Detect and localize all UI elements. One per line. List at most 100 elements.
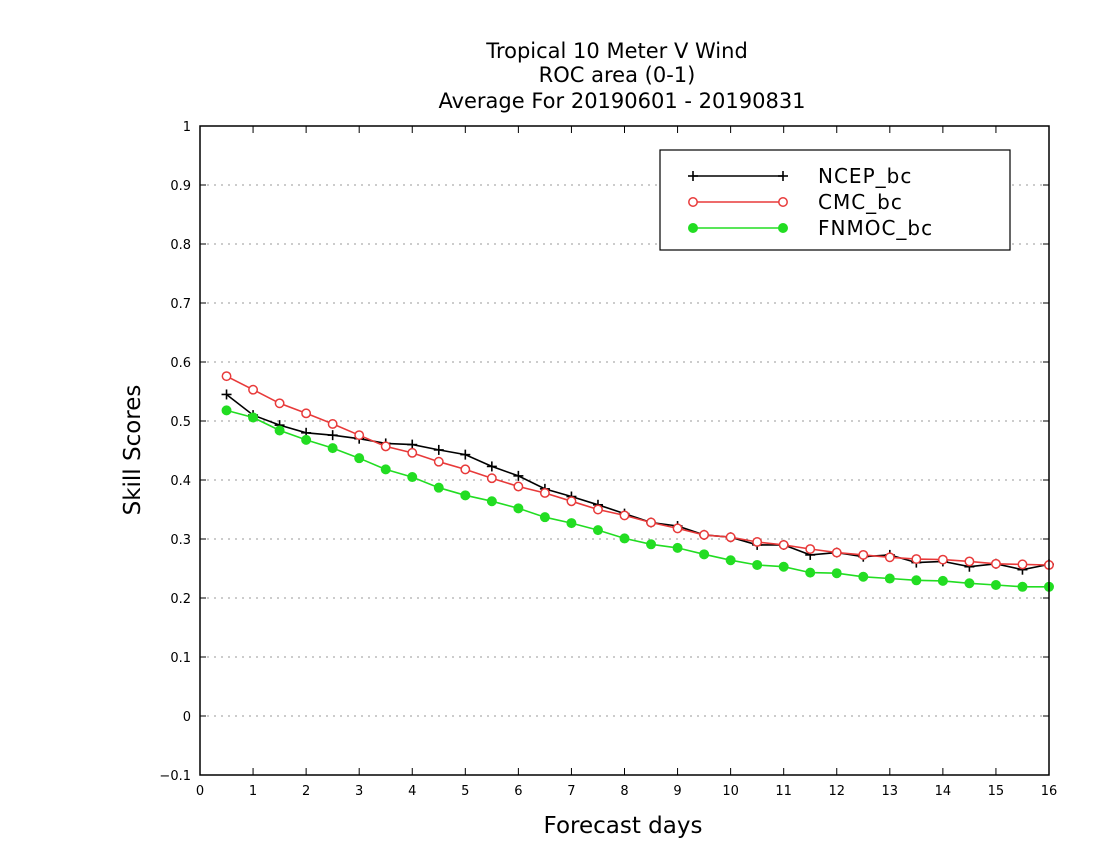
data-point-fnmoc-bc <box>805 567 816 578</box>
data-point-fnmoc-bc <box>672 542 683 553</box>
legend-entry-fnmoc-bc: FNMOC_bc <box>688 216 933 240</box>
data-point-fnmoc-bc <box>539 512 550 523</box>
data-point-ncep-bc <box>433 444 444 455</box>
y-tick-label: 0.4 <box>170 474 191 489</box>
data-point-fnmoc-bc <box>433 482 444 493</box>
legend-marker-cmc-bc <box>778 197 788 207</box>
y-tick-label: 0 <box>183 710 191 725</box>
x-axis-label: Forecast days <box>544 813 703 839</box>
data-point-fnmoc-bc <box>248 412 259 423</box>
series-fnmoc-bc <box>221 405 1054 592</box>
data-point-fnmoc-bc <box>990 580 1001 591</box>
data-point-cmc-bc <box>672 523 683 534</box>
x-tick-label: 3 <box>355 784 363 799</box>
data-point-cmc-bc <box>274 398 285 409</box>
data-point-ncep-bc <box>327 430 338 441</box>
y-tick-label: 0.1 <box>170 651 191 666</box>
data-point-fnmoc-bc <box>646 539 657 550</box>
data-point-fnmoc-bc <box>725 555 736 566</box>
x-tick-label: 10 <box>722 784 739 799</box>
series-cmc-bc <box>221 371 1054 570</box>
legend-entry-ncep-bc: NCEP_bc <box>688 164 912 188</box>
data-point-fnmoc-bc <box>327 443 338 454</box>
legend-marker-ncep-bc <box>688 171 698 181</box>
data-point-ncep-bc <box>460 449 471 460</box>
x-tick-label: 6 <box>514 784 522 799</box>
data-point-cmc-bc <box>990 558 1001 569</box>
legend-entry-cmc-bc: CMC_bc <box>688 190 903 214</box>
data-point-cmc-bc <box>593 504 603 515</box>
legend-marker-fnmoc-bc <box>778 223 788 233</box>
data-point-fnmoc-bc <box>592 525 603 536</box>
data-point-fnmoc-bc <box>566 518 577 529</box>
y-tick-label: 0.7 <box>170 297 191 312</box>
x-tick-label: 15 <box>988 784 1005 799</box>
y-tick-label: 0.5 <box>170 415 191 430</box>
data-point-cmc-bc <box>1017 559 1028 570</box>
data-point-cmc-bc <box>805 544 816 554</box>
data-point-cmc-bc <box>725 532 736 543</box>
data-point-cmc-bc <box>964 556 975 567</box>
series-layer <box>221 371 1054 592</box>
data-point-cmc-bc <box>884 552 895 563</box>
title-line-1: Tropical 10 Meter V Wind <box>485 39 748 63</box>
data-point-fnmoc-bc <box>274 425 285 436</box>
data-point-fnmoc-bc <box>380 464 391 475</box>
data-point-fnmoc-bc <box>858 571 869 582</box>
legend-label-cmc-bc: CMC_bc <box>818 190 903 214</box>
x-tick-label: 16 <box>1041 784 1058 799</box>
data-point-fnmoc-bc <box>752 559 763 570</box>
data-point-fnmoc-bc <box>1017 581 1028 592</box>
legend-label-ncep-bc: NCEP_bc <box>818 164 912 188</box>
data-point-cmc-bc <box>221 371 232 382</box>
data-point-cmc-bc <box>460 464 471 475</box>
data-point-fnmoc-bc <box>486 496 497 507</box>
data-point-cmc-bc <box>911 554 922 565</box>
data-point-fnmoc-bc <box>619 533 630 544</box>
data-point-cmc-bc <box>433 456 444 467</box>
data-point-cmc-bc <box>752 537 763 547</box>
x-tick-label: 14 <box>935 784 952 799</box>
data-point-ncep-bc <box>221 389 232 400</box>
data-point-fnmoc-bc <box>513 503 524 514</box>
data-point-cmc-bc <box>486 473 497 484</box>
x-tick-label: 4 <box>408 784 416 799</box>
x-tick-label: 13 <box>882 784 899 799</box>
data-point-fnmoc-bc <box>354 453 365 464</box>
x-tick-label: 5 <box>461 784 469 799</box>
legend-box <box>659 149 1011 251</box>
y-tick-label: 0.2 <box>170 592 191 607</box>
x-tick-label: 9 <box>673 784 681 799</box>
legend-marker-fnmoc-bc <box>688 223 698 233</box>
legend-label-fnmoc-bc: FNMOC_bc <box>818 216 933 240</box>
data-point-cmc-bc <box>513 481 524 492</box>
data-point-ncep-bc <box>513 470 524 481</box>
data-point-cmc-bc <box>301 408 312 419</box>
data-point-fnmoc-bc <box>964 578 975 589</box>
data-point-fnmoc-bc <box>937 575 948 586</box>
data-point-cmc-bc <box>407 447 418 458</box>
data-point-fnmoc-bc <box>460 490 471 501</box>
y-tick-label: 1 <box>183 120 191 135</box>
y-tick-label: 0.6 <box>170 356 191 371</box>
data-point-cmc-bc <box>354 430 365 441</box>
data-point-cmc-bc <box>327 419 338 429</box>
x-tick-labels: 0 1 2 3 4 5 6 7 8 9 10 11 12 13 14 15 16 <box>196 784 1057 799</box>
data-point-cmc-bc <box>619 510 630 521</box>
y-tick-label: 0.8 <box>170 238 191 253</box>
x-tick-label: 0 <box>196 784 204 799</box>
data-point-cmc-bc <box>699 529 710 540</box>
data-point-cmc-bc <box>778 539 789 550</box>
data-point-fnmoc-bc <box>407 472 418 483</box>
x-tick-label: 2 <box>302 784 310 799</box>
data-point-fnmoc-bc <box>778 561 789 572</box>
data-point-cmc-bc <box>539 488 550 498</box>
y-tick-label: −0.1 <box>159 769 191 784</box>
ticks <box>199 125 1050 776</box>
x-tick-label: 12 <box>828 784 845 799</box>
legend-marker-cmc-bc <box>688 197 698 207</box>
data-point-fnmoc-bc <box>301 434 312 445</box>
